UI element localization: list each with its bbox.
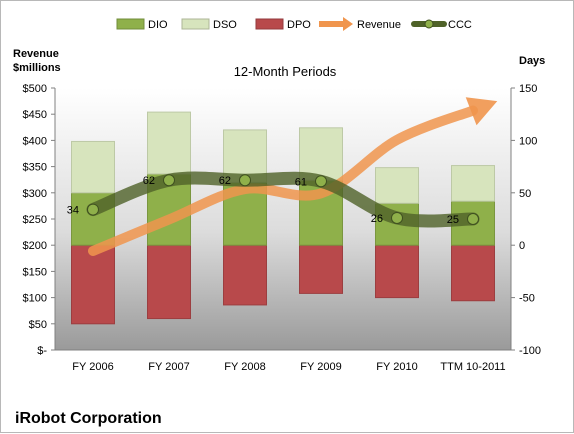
right-axis-tick-label: 150 [519,83,537,95]
legend-marker-ccc [424,19,434,29]
left-axis-tick-label: $150 [23,266,47,278]
revenue-line [88,105,478,256]
right-axis-tick-label: 50 [519,188,531,200]
left-axis-tick-label: $250 [23,214,47,226]
ccc-marker [163,174,175,187]
left-axis-tick-label: $- [37,345,47,357]
right-axis-tick-label: -100 [519,345,541,357]
bar-dso [71,140,115,194]
x-axis-category-label: FY 2010 [376,361,417,373]
revenue-arrowhead [465,97,498,126]
legend-label-revenue: Revenue [357,19,401,31]
ccc-marker [315,175,327,188]
ccc-data-label: 61 [295,176,307,188]
bar-dpo [299,244,343,294]
ccc-data-label: 62 [143,175,155,187]
x-axis-category-label: FY 2007 [148,361,189,373]
legend-label-dio: DIO [148,19,168,31]
left-axis-title-line1: Revenue [13,48,59,60]
left-axis-tick-label: $200 [23,240,47,252]
right-axis-tick-label: 0 [519,240,525,252]
bar-dpo [451,244,495,302]
x-axis-category-label: FY 2008 [224,361,265,373]
right-axis-title: Days [519,55,545,67]
left-axis-tick-label: $400 [23,135,47,147]
legend-swatch-dso [181,18,210,30]
x-axis-category-label: TTM 10-2011 [440,361,505,373]
ccc-data-label: 34 [67,205,79,217]
ccc-marker [391,211,403,224]
legend-swatch-dio [116,18,145,30]
left-axis-tick-label: $50 [29,319,47,331]
legend-label-dpo: DPO [287,19,311,31]
legend-label-dso: DSO [213,19,237,31]
company-name: iRobot Corporation [15,410,162,427]
x-axis-category-label: FY 2006 [72,361,113,373]
right-axis-tick-label: -50 [519,293,535,305]
left-axis-tick-label: $450 [23,109,47,121]
bar-dso [451,165,495,202]
bar-dpo [71,244,115,325]
bar-dso [375,167,419,204]
bar-dpo [147,244,191,320]
left-axis-tick-label: $100 [23,293,47,305]
left-axis-tick-label: $500 [23,83,47,95]
legend-swatch-dpo [255,18,284,30]
right-axis-tick-label: 100 [519,135,537,147]
bar-dpo [223,244,267,306]
ccc-data-label: 25 [447,214,459,226]
bar-dso [147,111,191,175]
ccc-data-label: 62 [219,175,231,187]
ccc-marker [239,174,251,187]
legend-arrowhead-revenue [343,17,353,31]
ccc-data-label: 26 [371,213,383,225]
legend-label-ccc: CCC [448,19,472,31]
left-axis-title-line2: $millions [13,62,61,74]
bar-dpo [375,244,419,299]
left-axis-tick-label: $300 [23,188,47,200]
ccc-marker [467,213,479,225]
x-axis-category-label: FY 2009 [300,361,341,373]
ccc-marker [87,203,99,216]
chart-title: 12-Month Periods [234,64,337,79]
left-axis-tick-label: $350 [23,162,47,174]
